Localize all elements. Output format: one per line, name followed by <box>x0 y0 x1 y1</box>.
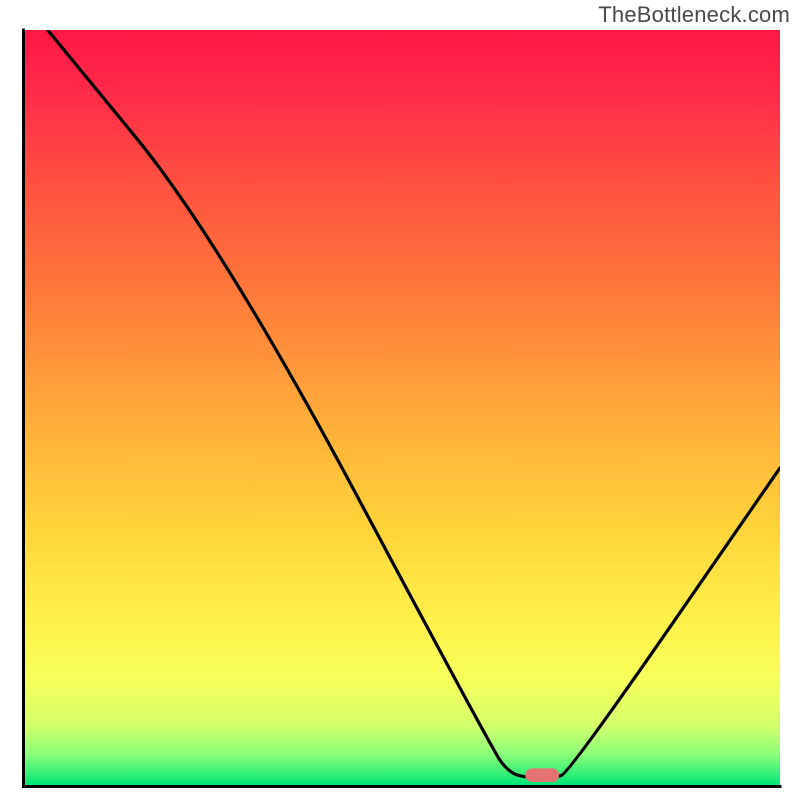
chart-container: TheBottleneck.com <box>0 0 800 800</box>
gradient-background <box>25 30 780 785</box>
optimal-marker <box>525 768 559 782</box>
bottleneck-chart <box>0 0 800 800</box>
